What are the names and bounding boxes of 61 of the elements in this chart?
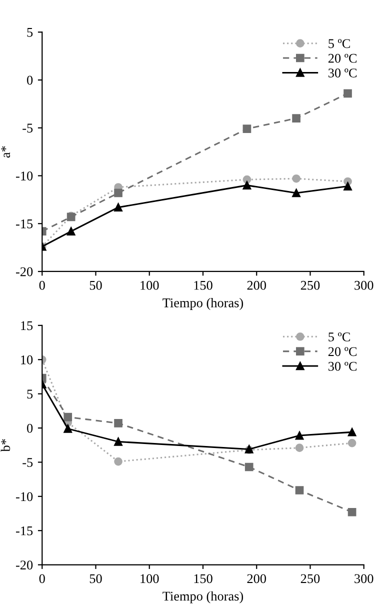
point — [242, 124, 252, 133]
y-tick-label: -5 — [22, 458, 33, 467]
y-tick-label: 5 — [27, 28, 33, 37]
x-tick-label: 0 — [39, 280, 45, 290]
y-tick-label: -20 — [16, 560, 33, 570]
x-tick-label: 250 — [300, 574, 320, 584]
point — [295, 486, 304, 494]
point — [64, 424, 72, 433]
x-tick-label: 150 — [194, 574, 212, 584]
x-tick-label: 300 — [354, 280, 374, 290]
x-tick-label: 0 — [39, 574, 45, 584]
point — [244, 462, 254, 472]
legend-label: 20 ºC — [328, 347, 357, 356]
x-tick-label: 250 — [300, 280, 320, 290]
x-tick-label: 100 — [140, 574, 159, 584]
x-axis-title: Tiempo (horas) — [162, 298, 244, 310]
point — [114, 457, 122, 466]
x-tick-label: 150 — [194, 280, 212, 290]
x-tick-label: 200 — [247, 280, 266, 290]
x-tick-label: 100 — [140, 280, 159, 290]
point — [66, 227, 76, 236]
y-tick-label: 5 — [27, 390, 33, 399]
point — [242, 175, 252, 184]
point — [114, 438, 122, 446]
point — [348, 428, 356, 436]
y-tick-label: -5 — [22, 124, 33, 133]
legend-label: 5 ºC — [328, 332, 350, 342]
legend-label: 30 ºC — [328, 68, 357, 78]
point — [64, 412, 72, 422]
point — [295, 431, 304, 440]
y-tick-label: 0 — [27, 76, 33, 85]
x-tick-label: 200 — [247, 574, 266, 584]
point — [344, 182, 352, 190]
point — [114, 188, 122, 198]
y-tick-label: -10 — [16, 172, 33, 180]
y-tick-label: -10 — [16, 492, 33, 502]
y-tick-label: -15 — [16, 526, 33, 536]
y-axis-title: b* — [0, 439, 10, 452]
point — [242, 181, 252, 190]
x-tick-label: 50 — [90, 280, 102, 290]
y-tick-label: 0 — [27, 424, 33, 433]
y-tick-label: 10 — [21, 355, 33, 364]
point — [295, 444, 304, 452]
point — [292, 114, 300, 122]
point — [114, 203, 122, 212]
x-tick-label: 50 — [90, 574, 102, 584]
y-tick-label: 15 — [21, 321, 33, 330]
legend-label: 20 ºC — [328, 54, 357, 63]
legend-label: 30 ºC — [328, 362, 357, 371]
x-axis-title: Tiempo (horas) — [162, 591, 244, 604]
x-tick-label: 300 — [354, 574, 374, 584]
point — [348, 508, 356, 516]
y-axis-title: a* — [1, 146, 10, 158]
point — [292, 188, 300, 198]
legend-label: 5 ºC — [328, 39, 350, 48]
point — [344, 89, 352, 98]
point — [114, 419, 122, 428]
point — [292, 174, 300, 183]
y-tick-label: -20 — [16, 267, 33, 276]
point — [348, 438, 356, 448]
y-tick-label: -15 — [16, 219, 33, 228]
